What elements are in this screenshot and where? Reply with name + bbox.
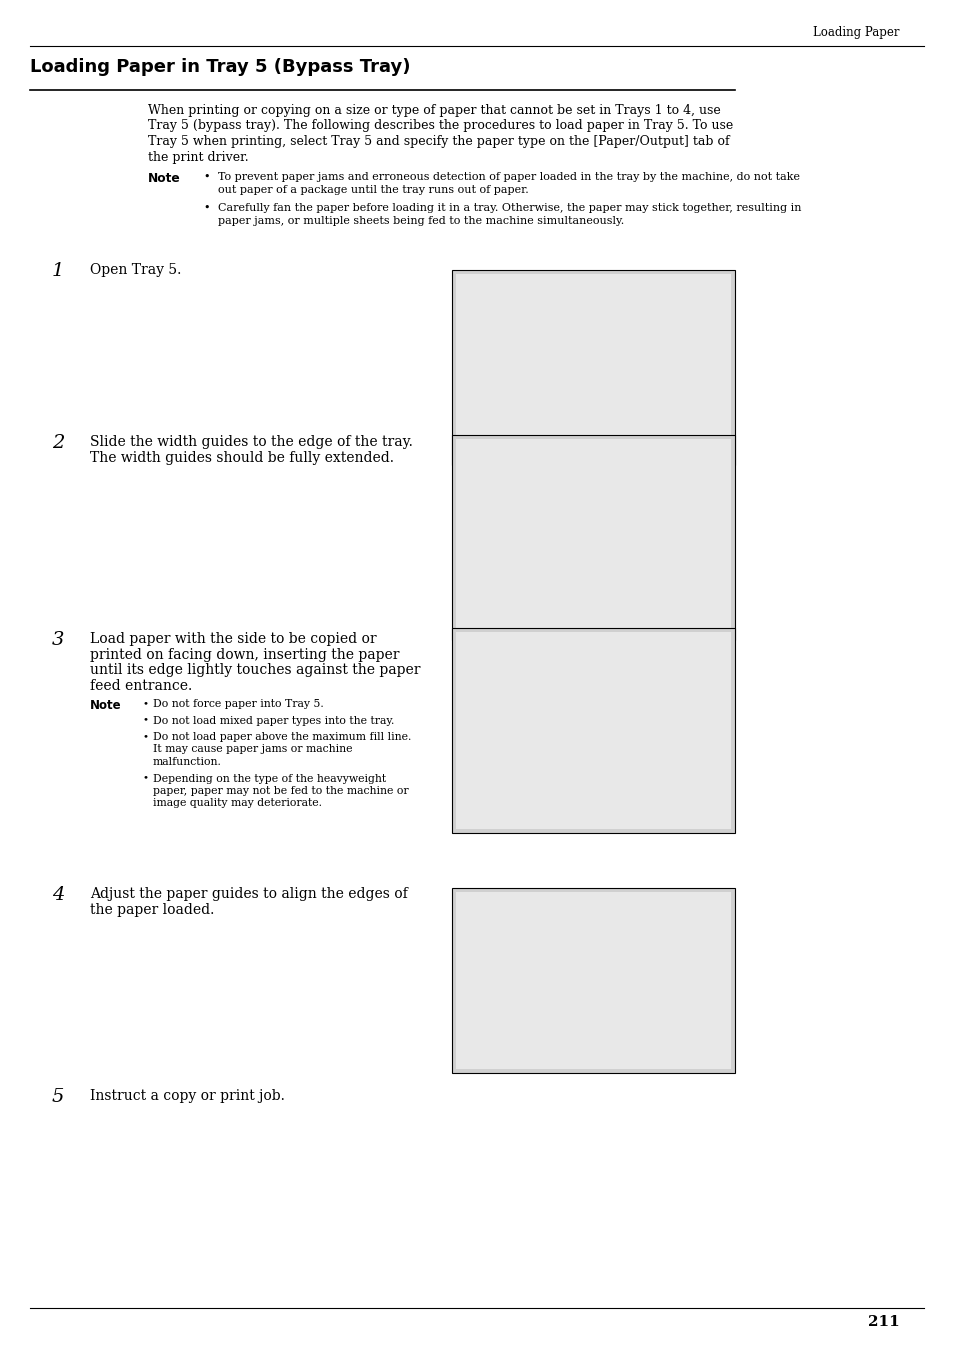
Text: Adjust the paper guides to align the edges of: Adjust the paper guides to align the edg… xyxy=(90,887,407,900)
Bar xyxy=(456,274,730,460)
Text: Carefully fan the paper before loading it in a tray. Otherwise, the paper may st: Carefully fan the paper before loading i… xyxy=(218,202,801,213)
Text: •: • xyxy=(203,202,210,213)
Text: Instruct a copy or print job.: Instruct a copy or print job. xyxy=(90,1089,285,1103)
Text: Do not load mixed paper types into the tray.: Do not load mixed paper types into the t… xyxy=(152,716,394,725)
Text: paper, paper may not be fed to the machine or: paper, paper may not be fed to the machi… xyxy=(152,786,408,796)
Text: Load paper with the side to be copied or: Load paper with the side to be copied or xyxy=(90,632,376,647)
Text: Depending on the type of the heavyweight: Depending on the type of the heavyweight xyxy=(152,774,386,783)
Text: Do not load paper above the maximum fill line.: Do not load paper above the maximum fill… xyxy=(152,732,411,742)
Text: feed entrance.: feed entrance. xyxy=(90,679,193,693)
Text: Note: Note xyxy=(148,171,180,185)
Text: 1: 1 xyxy=(52,262,64,279)
Text: Tray 5 (bypass tray). The following describes the procedures to load paper in Tr: Tray 5 (bypass tray). The following desc… xyxy=(148,120,733,132)
Text: 211: 211 xyxy=(867,1315,899,1328)
Text: Tray 5 when printing, select Tray 5 and specify the paper type on the [Paper/Out: Tray 5 when printing, select Tray 5 and … xyxy=(148,135,729,148)
Text: Loading Paper in Tray 5 (Bypass Tray): Loading Paper in Tray 5 (Bypass Tray) xyxy=(30,58,410,76)
Text: Note: Note xyxy=(90,699,121,711)
Text: Do not force paper into Tray 5.: Do not force paper into Tray 5. xyxy=(152,699,323,709)
Text: image quality may deteriorate.: image quality may deteriorate. xyxy=(152,798,322,809)
Bar xyxy=(452,435,734,640)
Text: When printing or copying on a size or type of paper that cannot be set in Trays : When printing or copying on a size or ty… xyxy=(148,104,720,117)
Text: •: • xyxy=(143,732,149,741)
Text: •: • xyxy=(203,171,210,182)
Bar xyxy=(456,439,730,636)
Text: It may cause paper jams or machine: It may cause paper jams or machine xyxy=(152,744,352,755)
Text: out paper of a package until the tray runs out of paper.: out paper of a package until the tray ru… xyxy=(218,185,528,194)
Text: •: • xyxy=(143,716,149,725)
Text: The width guides should be fully extended.: The width guides should be fully extende… xyxy=(90,451,394,464)
Text: the paper loaded.: the paper loaded. xyxy=(90,903,214,917)
Text: until its edge lightly touches against the paper: until its edge lightly touches against t… xyxy=(90,663,420,676)
Text: printed on facing down, inserting the paper: printed on facing down, inserting the pa… xyxy=(90,648,399,662)
Text: the print driver.: the print driver. xyxy=(148,150,249,163)
Text: Open Tray 5.: Open Tray 5. xyxy=(90,263,181,277)
Text: 2: 2 xyxy=(52,433,64,452)
Bar xyxy=(452,270,734,464)
Bar xyxy=(456,632,730,829)
Text: •: • xyxy=(143,699,149,707)
Text: 3: 3 xyxy=(52,630,64,649)
Text: Slide the width guides to the edge of the tray.: Slide the width guides to the edge of th… xyxy=(90,435,413,450)
Text: paper jams, or multiple sheets being fed to the machine simultaneously.: paper jams, or multiple sheets being fed… xyxy=(218,216,623,225)
Text: To prevent paper jams and erroneous detection of paper loaded in the tray by the: To prevent paper jams and erroneous dete… xyxy=(218,171,800,182)
Text: 5: 5 xyxy=(52,1088,64,1106)
Text: •: • xyxy=(143,774,149,783)
Text: malfunction.: malfunction. xyxy=(152,757,222,767)
Bar xyxy=(452,888,734,1073)
Text: Loading Paper: Loading Paper xyxy=(813,26,899,39)
Bar xyxy=(456,892,730,1069)
Bar xyxy=(452,628,734,833)
Text: 4: 4 xyxy=(52,886,64,904)
